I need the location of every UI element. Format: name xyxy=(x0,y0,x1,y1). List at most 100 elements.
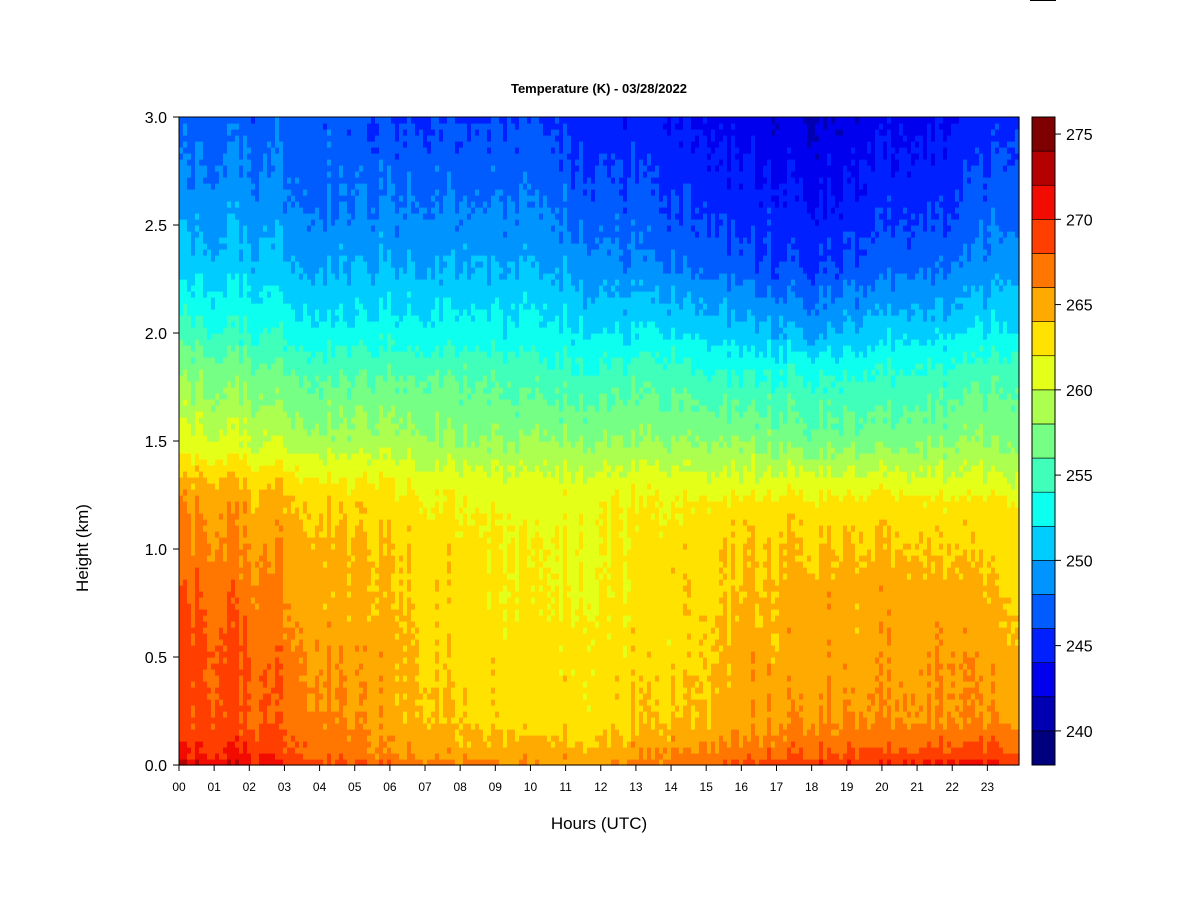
heatmap-cell xyxy=(271,693,276,700)
heatmap-cell xyxy=(291,267,296,274)
heatmap-cell xyxy=(295,267,300,274)
heatmap-cell xyxy=(347,261,352,268)
heatmap-cell xyxy=(327,627,332,634)
heatmap-cell xyxy=(339,717,344,724)
heatmap-cell xyxy=(351,435,356,442)
heatmap-cell xyxy=(343,681,348,688)
heatmap-cell xyxy=(243,747,248,754)
heatmap-cell xyxy=(347,195,352,202)
heatmap-cell xyxy=(199,369,204,376)
heatmap-cell xyxy=(183,267,188,274)
heatmap-cell xyxy=(311,729,316,736)
heatmap-cell xyxy=(327,651,332,658)
heatmap-cell xyxy=(315,219,320,226)
heatmap-cell xyxy=(263,669,268,676)
heatmap-cell xyxy=(251,507,256,514)
heatmap-cell xyxy=(339,417,344,424)
heatmap-cell xyxy=(279,261,284,268)
heatmap-cell xyxy=(255,513,260,520)
heatmap-cell xyxy=(179,141,184,148)
heatmap-cell xyxy=(315,735,320,742)
heatmap-cell xyxy=(327,345,332,352)
heatmap-cell xyxy=(179,699,184,706)
heatmap-cell xyxy=(179,399,184,406)
heatmap-cell xyxy=(231,447,236,454)
heatmap-cell xyxy=(291,747,296,754)
heatmap-cell xyxy=(187,351,192,358)
heatmap-cell xyxy=(271,423,276,430)
heatmap-cell xyxy=(231,141,236,148)
heatmap-cell xyxy=(219,459,224,466)
heatmap-cell xyxy=(299,447,304,454)
heatmap-cell xyxy=(327,213,332,220)
heatmap-cell xyxy=(307,183,312,190)
heatmap-cell xyxy=(263,141,268,148)
heatmap-cell xyxy=(283,189,288,196)
heatmap-cell xyxy=(347,447,352,454)
heatmap-cell xyxy=(187,615,192,622)
heatmap-cell xyxy=(255,441,260,448)
heatmap-cell xyxy=(243,525,248,532)
heatmap-cell xyxy=(179,279,184,286)
heatmap-cell xyxy=(211,201,216,208)
heatmap-cell xyxy=(199,639,204,646)
heatmap-cell xyxy=(335,333,340,340)
heatmap-cell xyxy=(347,741,352,748)
heatmap-cell xyxy=(331,729,336,736)
heatmap-cell xyxy=(267,285,272,292)
heatmap-cell xyxy=(179,183,184,190)
heatmap-cell xyxy=(291,669,296,676)
heatmap-cell xyxy=(295,183,300,190)
heatmap-cell xyxy=(255,435,260,442)
heatmap-cell xyxy=(263,567,268,574)
heatmap-cell xyxy=(231,507,236,514)
heatmap-cell xyxy=(259,639,264,646)
heatmap-cell xyxy=(255,357,260,364)
heatmap-cell xyxy=(327,681,332,688)
heatmap-cell xyxy=(271,759,276,766)
heatmap-cell xyxy=(183,483,188,490)
heatmap-cell xyxy=(203,189,208,196)
heatmap-cell xyxy=(267,735,272,742)
heatmap-cell xyxy=(211,567,216,574)
heatmap-cell xyxy=(187,531,192,538)
heatmap-cell xyxy=(339,597,344,604)
heatmap-cell xyxy=(239,597,244,604)
heatmap-cell xyxy=(323,453,328,460)
heatmap-cell xyxy=(315,135,320,142)
heatmap-cell xyxy=(295,645,300,652)
heatmap-cell xyxy=(343,519,348,526)
heatmap-cell xyxy=(319,663,324,670)
heatmap-cell xyxy=(347,135,352,142)
heatmap-cell xyxy=(319,369,324,376)
heatmap-cell xyxy=(183,489,188,496)
heatmap-cell xyxy=(251,405,256,412)
heatmap-cell xyxy=(279,717,284,724)
heatmap-cell xyxy=(243,591,248,598)
heatmap-cell xyxy=(307,429,312,436)
heatmap-cell xyxy=(303,627,308,634)
heatmap-cell xyxy=(203,723,208,730)
heatmap-cell xyxy=(299,321,304,328)
heatmap-cell xyxy=(303,333,308,340)
heatmap-cell xyxy=(227,639,232,646)
heatmap-cell xyxy=(363,609,368,616)
heatmap-cell xyxy=(355,525,360,532)
heatmap-cell xyxy=(351,351,356,358)
heatmap-cell xyxy=(287,669,292,676)
heatmap-cell xyxy=(327,417,332,424)
heatmap-cell xyxy=(215,117,220,124)
heatmap-cell xyxy=(251,555,256,562)
heatmap-cell xyxy=(291,345,296,352)
heatmap-cell xyxy=(231,195,236,202)
heatmap-cell xyxy=(335,213,340,220)
heatmap-cell xyxy=(207,609,212,616)
heatmap-cell xyxy=(255,117,260,124)
heatmap-cell xyxy=(307,447,312,454)
heatmap-cell xyxy=(319,681,324,688)
heatmap-cell xyxy=(275,333,280,340)
heatmap-cell xyxy=(359,369,364,376)
heatmap-cell xyxy=(235,357,240,364)
heatmap-cell xyxy=(247,681,252,688)
heatmap-cell xyxy=(183,753,188,760)
